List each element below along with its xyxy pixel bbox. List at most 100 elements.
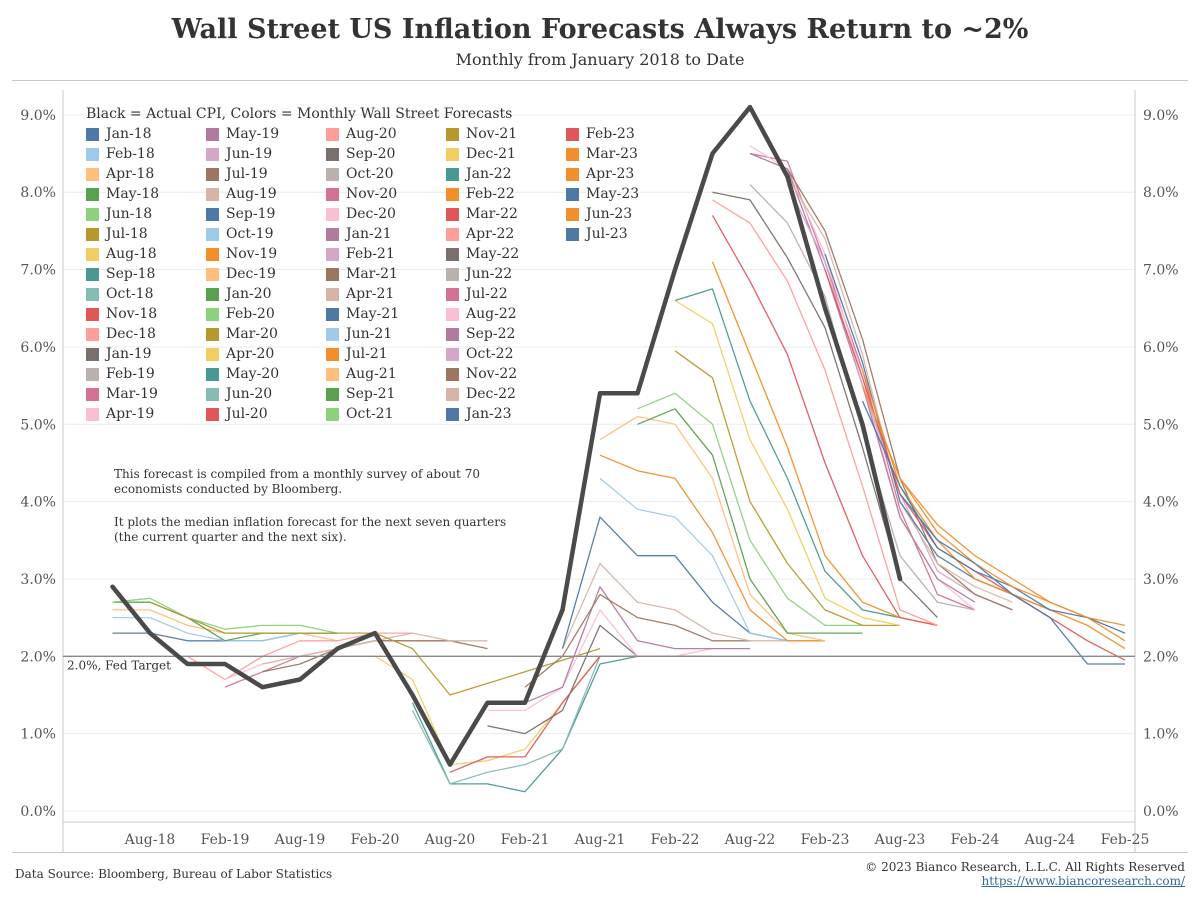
x-tick-label: Aug-19 — [274, 832, 326, 848]
y-tick-label-right: 8.0% — [1143, 185, 1179, 201]
legend-item: Aug-21 — [326, 364, 397, 384]
legend-item: Nov-19 — [206, 244, 277, 264]
legend-label: Sep-18 — [106, 266, 156, 282]
legend-label: May-19 — [226, 126, 280, 142]
x-tick-label: Aug-23 — [874, 832, 926, 848]
legend-item: Apr-19 — [86, 404, 154, 424]
legend-label: Jun-18 — [106, 206, 153, 222]
legend-label: Sep-20 — [346, 146, 396, 162]
legend-title: Black = Actual CPI, Colors = Monthly Wal… — [86, 106, 513, 122]
legend-item: Feb-19 — [86, 364, 155, 384]
forecast-line-jul-20 — [449, 655, 675, 773]
legend-item: Jan-18 — [86, 124, 152, 144]
legend-label: Feb-20 — [226, 306, 275, 322]
forecast-line-dec-21 — [674, 299, 901, 627]
legend-label: Dec-18 — [106, 326, 156, 342]
x-tick-label: Aug-18 — [124, 832, 176, 848]
legend-swatch — [566, 147, 579, 161]
legend-item: Dec-21 — [446, 144, 516, 164]
y-tick-label-left: 0.0% — [20, 804, 56, 820]
legend-swatch — [86, 207, 99, 221]
legend-swatch — [326, 127, 339, 141]
legend-swatch — [326, 327, 339, 341]
legend-label: Jun-21 — [346, 326, 393, 342]
legend-swatch — [86, 327, 99, 341]
legend-label: Jun-19 — [226, 146, 273, 162]
forecast-line-jan-23 — [824, 253, 1051, 611]
legend-label: Nov-22 — [466, 366, 518, 382]
y-tick-label-left: 6.0% — [20, 340, 56, 356]
legend-item: Mar-23 — [566, 144, 638, 164]
legend-swatch — [446, 207, 459, 221]
legend-swatch — [446, 327, 459, 341]
y-tick-label-right: 2.0% — [1143, 649, 1179, 665]
forecast-lines — [63, 145, 1135, 793]
legend-item: Oct-21 — [326, 404, 394, 424]
legend-item: Jan-19 — [86, 344, 152, 364]
legend-swatch — [446, 227, 459, 241]
legend-label: Nov-20 — [346, 186, 398, 202]
footer-divider — [12, 852, 1188, 853]
legend-swatch — [206, 247, 219, 261]
forecast-line-may-20 — [411, 655, 638, 793]
legend-swatch — [206, 207, 219, 221]
legend-label: Feb-18 — [106, 146, 155, 162]
y-tick-label-left: 5.0% — [20, 417, 56, 433]
legend-swatch — [446, 187, 459, 201]
legend-swatch — [326, 247, 339, 261]
legend-item: Sep-19 — [206, 204, 275, 224]
y-tick-label-right: 5.0% — [1143, 417, 1179, 433]
legend-label: Sep-19 — [226, 206, 276, 222]
legend-swatch — [86, 227, 99, 241]
legend-item: Jan-20 — [206, 284, 272, 304]
legend-swatch — [206, 347, 219, 361]
legend-swatch — [206, 407, 219, 421]
website-link[interactable]: https://www.biancoresearch.com/ — [981, 874, 1185, 888]
legend-swatch — [86, 127, 99, 141]
legend-item: May-18 — [86, 184, 159, 204]
legend-swatch — [566, 207, 579, 221]
legend-swatch — [446, 387, 459, 401]
legend-item: Jun-18 — [86, 204, 152, 224]
x-tick-label: Feb-20 — [351, 832, 400, 848]
legend-item: Jul-20 — [206, 404, 268, 424]
legend-item: Jul-18 — [86, 224, 148, 244]
legend-swatch — [446, 367, 459, 381]
legend-swatch — [86, 307, 99, 321]
x-tick-label: Feb-23 — [801, 832, 850, 848]
forecast-line-jun-18 — [112, 597, 338, 634]
legend-swatch — [86, 167, 99, 181]
legend-swatch — [566, 127, 579, 141]
legend-item: Jul-19 — [206, 164, 268, 184]
legend-label: Oct-21 — [346, 406, 394, 422]
legend-label: May-20 — [226, 366, 280, 382]
legend-item: Sep-22 — [446, 324, 515, 344]
legend-swatch — [446, 247, 459, 261]
legend-item: Oct-22 — [446, 344, 514, 364]
legend-item: Jan-22 — [446, 164, 512, 184]
legend-swatch — [446, 267, 459, 281]
axes — [62, 90, 1136, 852]
legend-swatch — [446, 347, 459, 361]
legend: Jan-18 Feb-18 Apr-18 May-18 Jun-18 Jul-18 Aug-… — [86, 124, 686, 424]
legend-item: May-22 — [446, 244, 519, 264]
legend-label: Aug-18 — [106, 246, 157, 262]
legend-swatch — [86, 367, 99, 381]
forecast-line-mar-23 — [861, 369, 1126, 650]
legend-label: Jul-20 — [226, 406, 268, 422]
y-tick-label-left: 8.0% — [20, 185, 56, 201]
legend-swatch — [206, 187, 219, 201]
legend-label: Aug-20 — [346, 126, 397, 142]
legend-item: Sep-21 — [326, 384, 395, 404]
legend-label: Sep-21 — [346, 386, 396, 402]
legend-label: Jul-19 — [226, 166, 268, 182]
legend-swatch — [86, 247, 99, 261]
legend-item: Feb-21 — [326, 244, 395, 264]
y-tick-label-right: 7.0% — [1143, 263, 1179, 279]
legend-swatch — [446, 167, 459, 181]
legend-swatch — [86, 267, 99, 281]
legend-swatch — [326, 347, 339, 361]
legend-label: May-23 — [586, 186, 640, 202]
forecast-line-sep-20 — [487, 624, 713, 735]
